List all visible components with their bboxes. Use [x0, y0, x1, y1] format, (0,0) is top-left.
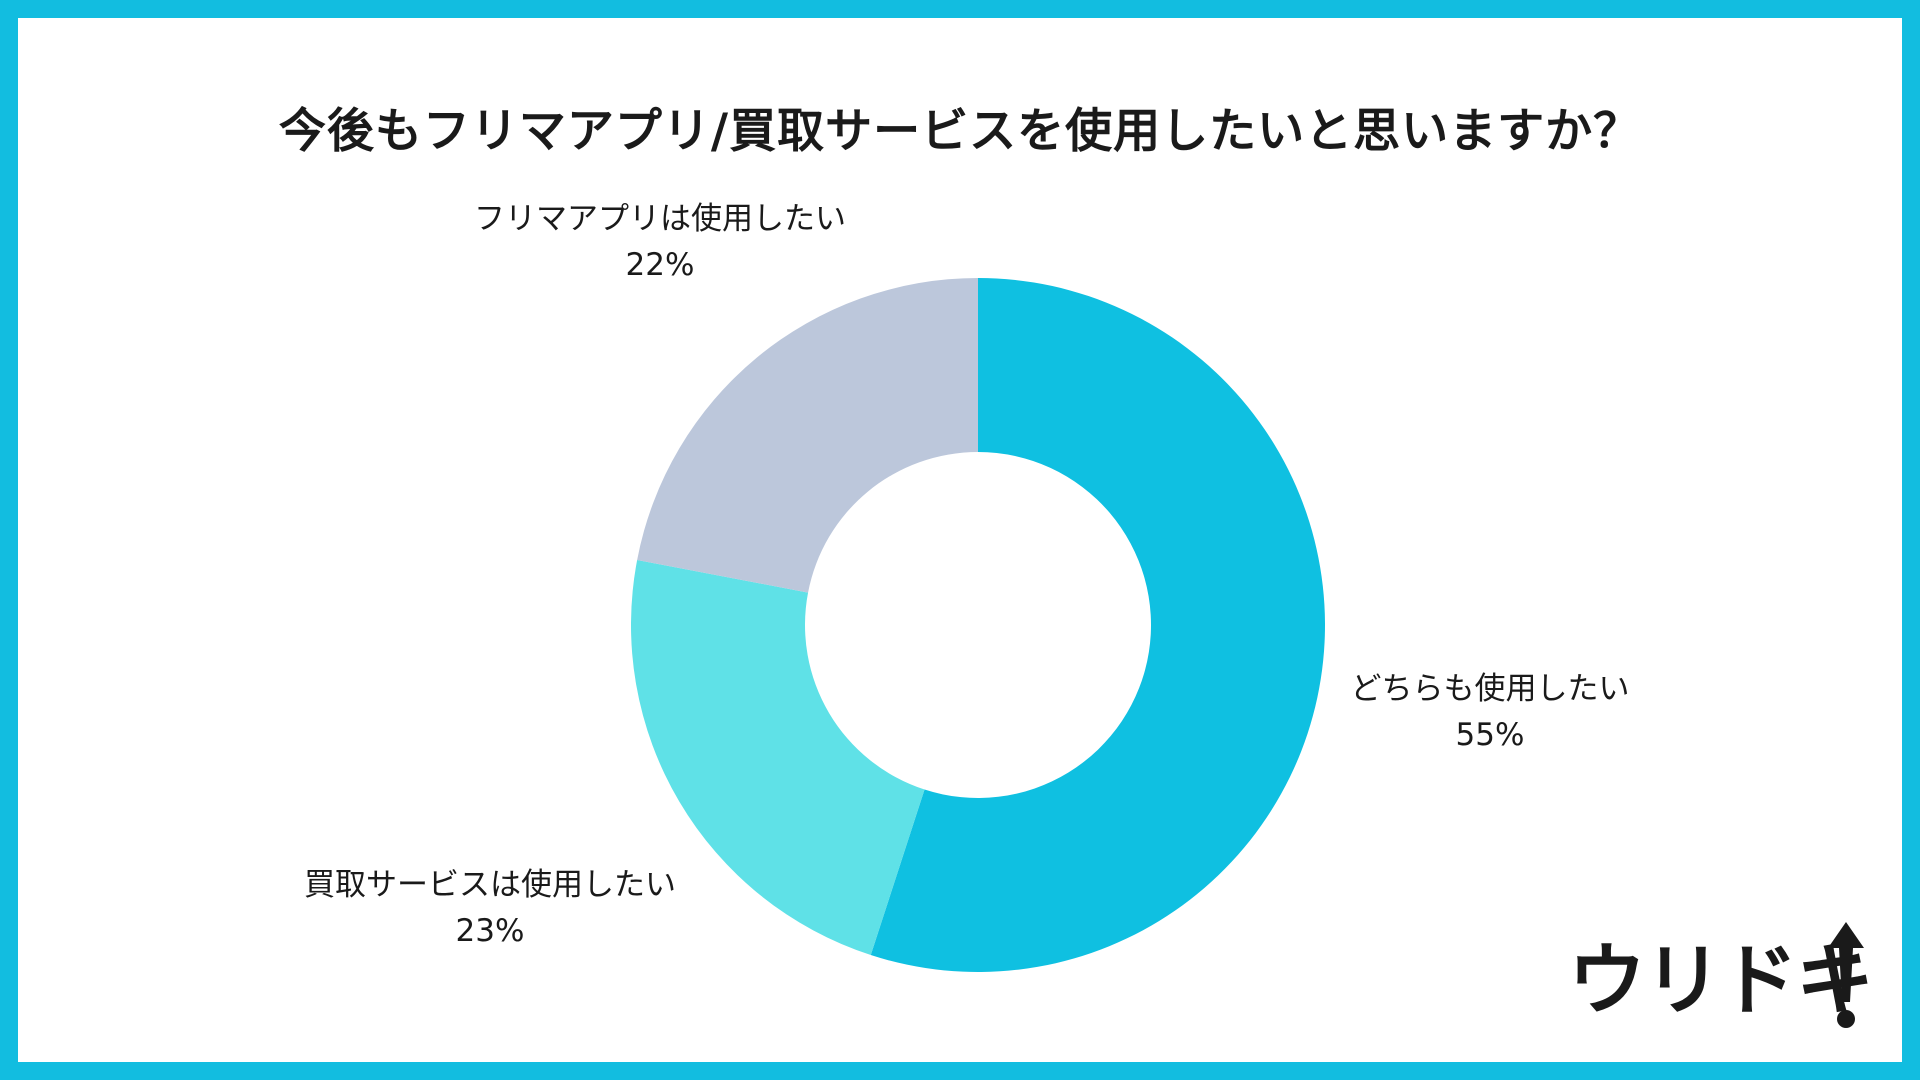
slice-label-buyback-name: 買取サービスは使用したい	[304, 867, 676, 903]
brand-logo: ウリドキ	[1568, 922, 1878, 1032]
slice-label-flea-market: フリマアプリは使用したい 22%	[420, 196, 900, 288]
slice-flea-market	[637, 278, 978, 593]
slice-label-flea-market-name: フリマアプリは使用したい	[474, 201, 846, 237]
slice-buyback	[631, 559, 925, 956]
chart-title: 今後もフリマアプリ/買取サービスを使用したいと思いますか？	[278, 104, 1642, 159]
brand-logo-text: ウリドキ	[1568, 936, 1874, 1026]
slice-label-flea-market-value: 22%	[625, 247, 695, 283]
slice-label-both: どちらも使用したい 55%	[1300, 666, 1680, 758]
slice-label-buyback-value: 23%	[455, 913, 525, 949]
slice-label-both-value: 55%	[1455, 717, 1525, 753]
slice-label-buyback: 買取サービスは使用したい 23%	[250, 862, 730, 954]
slice-label-both-name: どちらも使用したい	[1350, 671, 1630, 707]
exclamation-arrow-icon	[1828, 922, 1864, 1028]
slice-both	[870, 278, 1325, 972]
